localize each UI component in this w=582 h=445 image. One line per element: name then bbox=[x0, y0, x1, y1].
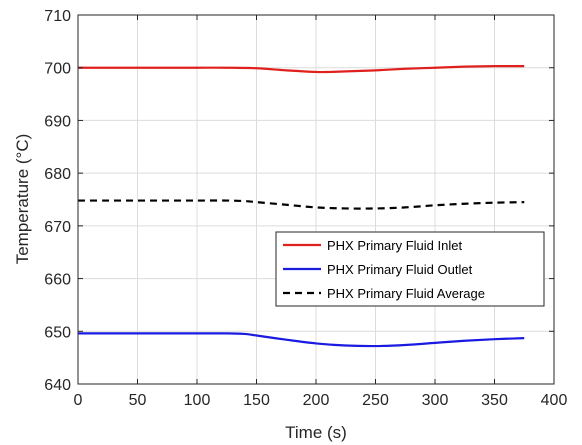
y-tick-label: 640 bbox=[44, 377, 71, 394]
x-tick-label: 50 bbox=[129, 392, 147, 409]
series-layer bbox=[77, 64, 525, 348]
y-tick-label: 710 bbox=[44, 8, 71, 25]
x-tick-label: 100 bbox=[184, 392, 211, 409]
y-tick-label: 700 bbox=[44, 61, 71, 78]
y-tick-label: 690 bbox=[44, 113, 71, 130]
legend: PHX Primary Fluid Inlet PHX Primary Fluid… bbox=[275, 231, 545, 307]
x-tick-label: 200 bbox=[303, 392, 330, 409]
y-tick-label: 670 bbox=[44, 219, 71, 236]
y-tick-label: 660 bbox=[44, 272, 71, 289]
x-tick-label: 150 bbox=[243, 392, 270, 409]
y-tick-label: 680 bbox=[44, 166, 71, 183]
legend-label-2: PHX Primary Fluid Outlet bbox=[327, 262, 473, 277]
series-line-1 bbox=[78, 64, 525, 74]
series-line-3 bbox=[78, 199, 525, 210]
x-tick-label: 0 bbox=[74, 392, 83, 409]
y-tick-labels: 640 650 660 670 680 690 700 710 bbox=[44, 8, 71, 394]
legend-label-3: PHX Primary Fluid Average bbox=[327, 286, 485, 301]
x-axis-label: Time (s) bbox=[285, 423, 347, 442]
series-line-2 bbox=[77, 332, 525, 348]
x-tick-label: 400 bbox=[541, 392, 568, 409]
legend-label-1: PHX Primary Fluid Inlet bbox=[327, 238, 462, 253]
x-tick-label: 350 bbox=[481, 392, 508, 409]
y-tick-label: 650 bbox=[44, 324, 71, 341]
x-tick-labels: 0 50 100 150 200 250 300 350 400 bbox=[74, 392, 568, 409]
x-tick-label: 300 bbox=[422, 392, 449, 409]
x-tick-label: 250 bbox=[362, 392, 389, 409]
y-axis-label: Temperature (°C) bbox=[13, 134, 32, 265]
tick-marks bbox=[77, 14, 555, 385]
